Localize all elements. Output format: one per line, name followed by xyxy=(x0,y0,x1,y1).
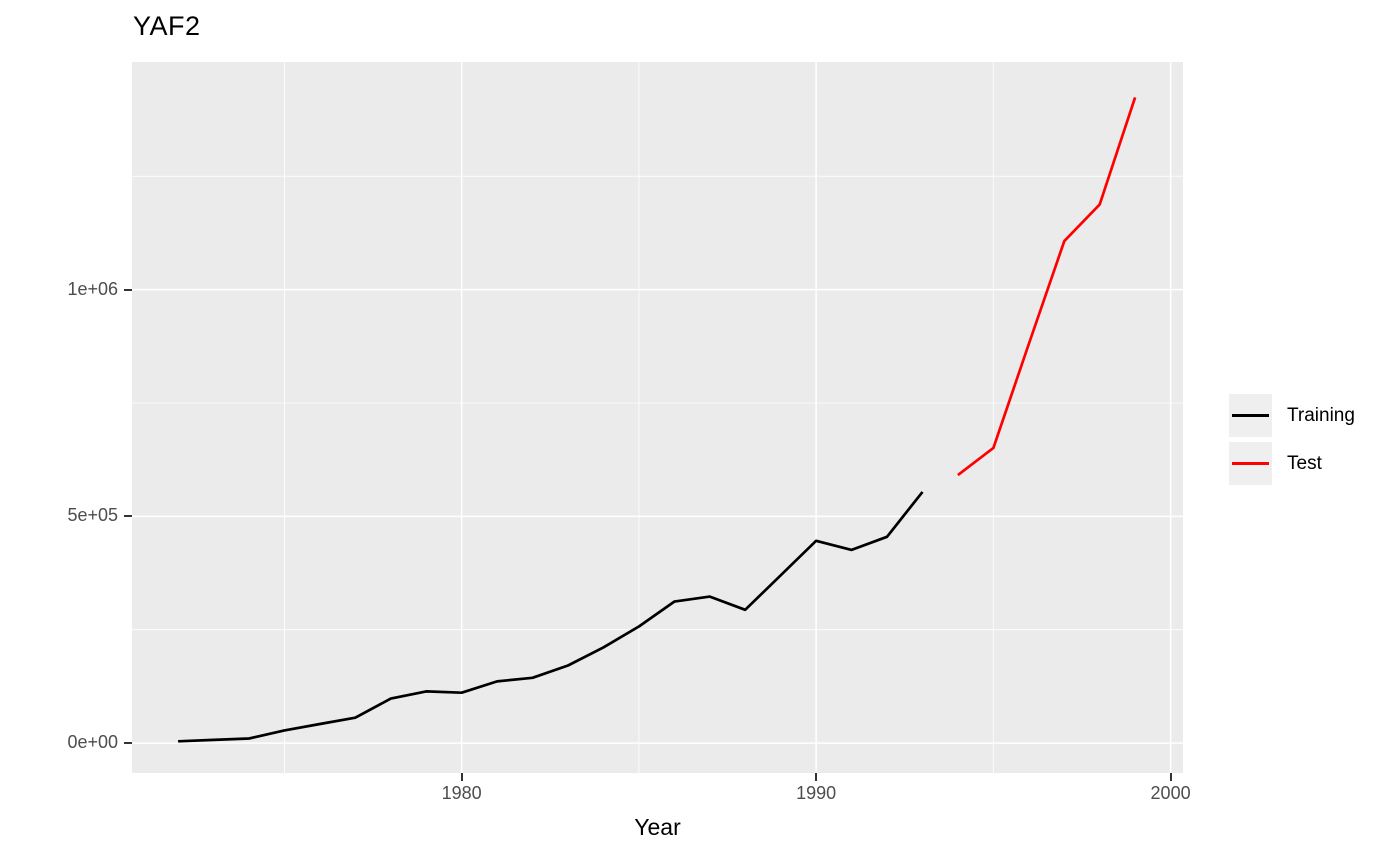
y-tick-mark xyxy=(124,742,132,745)
y-tick-mark xyxy=(124,515,132,518)
y-tick-label: 1e+06 xyxy=(67,278,118,299)
y-tick-label: 5e+05 xyxy=(67,505,118,526)
legend-item-test: Test xyxy=(1229,442,1355,485)
legend-key-test xyxy=(1229,442,1272,485)
x-tick-mark xyxy=(815,773,818,781)
series-line-training xyxy=(178,491,924,743)
x-axis-title: Year xyxy=(634,814,681,840)
y-tick-label: 0e+00 xyxy=(67,732,118,753)
legend-item-training: Training xyxy=(1229,394,1355,437)
legend-label-training: Training xyxy=(1287,404,1355,426)
y-tick-mark xyxy=(124,288,132,291)
legend: Training Test xyxy=(1229,394,1355,485)
plot-area xyxy=(132,62,1183,773)
series-line-test xyxy=(957,96,1137,477)
x-tick-label: 1980 xyxy=(441,783,482,803)
x-tick-label: 2000 xyxy=(1150,783,1191,803)
legend-key-training xyxy=(1229,394,1272,437)
plot-panel xyxy=(132,62,1183,773)
plot-title: YAF2 xyxy=(133,11,201,41)
x-tick-mark xyxy=(1169,773,1172,781)
x-tick-label: 1990 xyxy=(796,783,837,803)
x-tick-mark xyxy=(460,773,463,781)
test-line-swatch xyxy=(1232,462,1269,465)
legend-label-test: Test xyxy=(1287,452,1322,474)
panel-background xyxy=(132,62,1183,773)
training-line-swatch xyxy=(1232,414,1269,417)
